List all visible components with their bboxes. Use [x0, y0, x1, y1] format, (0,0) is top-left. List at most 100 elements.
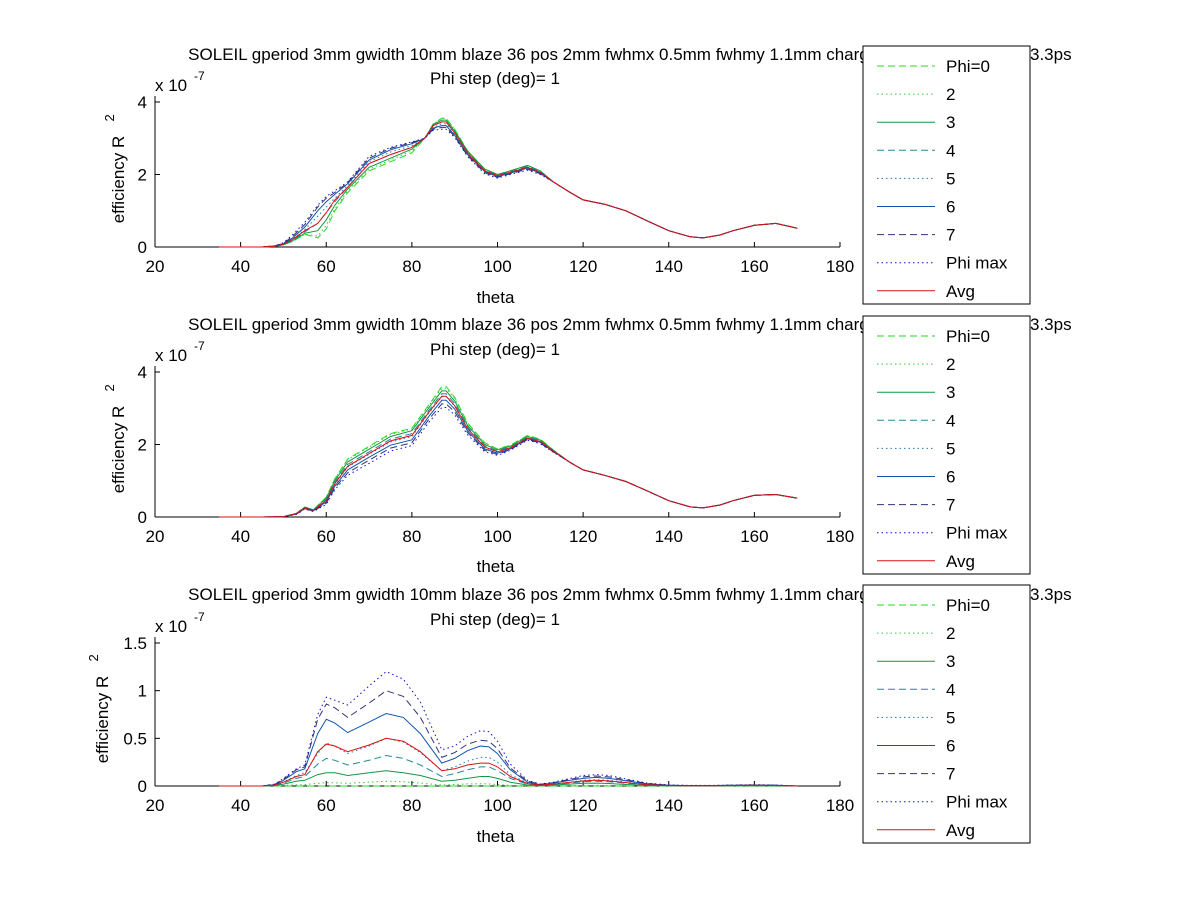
legend-box	[862, 315, 1031, 575]
chart-subtitle: Phi step (deg)= 1	[430, 610, 560, 629]
legend-entry: Phi max	[946, 524, 1008, 543]
series-line-4	[219, 754, 798, 787]
series-line-5	[219, 396, 798, 518]
legend-entry: 4	[946, 141, 955, 160]
y-tick-label: 1	[138, 682, 147, 701]
x-tick-label: 160	[740, 527, 768, 546]
legend-entry: 2	[946, 355, 955, 374]
series-line-phi-max	[219, 407, 798, 518]
x-tick-label: 100	[483, 796, 511, 815]
legend-entry: Phi max	[946, 793, 1008, 812]
x-axis-label: theta	[477, 557, 515, 576]
x-tick-label: 120	[569, 796, 597, 815]
x-axis-label: theta	[477, 288, 515, 307]
x-tick-label: 180	[826, 796, 854, 815]
y-axis-label-sup: 2	[102, 384, 117, 391]
y-axis-label: efficiency R 2	[102, 384, 128, 493]
y-tick-label: 0	[138, 777, 147, 796]
series-line-phi-max	[219, 128, 798, 248]
legend-entry: 3	[946, 113, 955, 132]
legend-entry: Phi max	[946, 254, 1008, 273]
legend-entry: 3	[946, 652, 955, 671]
x-tick-label: 140	[655, 257, 683, 276]
chart-subtitle: Phi step (deg)= 1	[430, 340, 560, 359]
chart-panel-2: SOLEIL gperiod 3mm gwidth 10mm blaze 36 …	[102, 315, 1072, 576]
legend-entry: Phi=0	[946, 596, 990, 615]
y-tick-label: 2	[138, 436, 147, 455]
y-tick-label: 1.5	[123, 634, 147, 653]
series-line-2	[219, 387, 798, 518]
x-tick-label: 20	[146, 257, 165, 276]
y-tick-label: 0	[138, 508, 147, 527]
legend-entry: 4	[946, 680, 955, 699]
x-tick-label: 160	[740, 796, 768, 815]
y-tick-label: 2	[138, 166, 147, 185]
x-axis-label: theta	[477, 827, 515, 846]
chart-title-tail: 3.3ps	[1030, 315, 1072, 334]
x-tick-label: 80	[402, 257, 421, 276]
chart-title: SOLEIL gperiod 3mm gwidth 10mm blaze 36 …	[188, 315, 902, 334]
series-line-avg	[219, 395, 798, 518]
legend-entry: 5	[946, 439, 955, 458]
legend-entry: 3	[946, 383, 955, 402]
chart-panel-3: SOLEIL gperiod 3mm gwidth 10mm blaze 36 …	[86, 584, 1072, 846]
y-tick-label: 0.5	[123, 729, 147, 748]
series-line-phi-0	[219, 386, 798, 518]
y-exponent-label: x 10	[155, 346, 187, 365]
legend-entry: 2	[946, 85, 955, 104]
series-line-3	[219, 390, 798, 518]
x-tick-label: 60	[317, 527, 336, 546]
x-tick-label: 100	[483, 257, 511, 276]
x-tick-label: 40	[231, 527, 250, 546]
legend-entry: Avg	[946, 821, 975, 840]
y-axis-label-text: efficiency R	[109, 406, 128, 494]
series-line-2	[219, 117, 798, 248]
y-axis-label-text: efficiency R	[109, 136, 128, 224]
legend-entry: Phi=0	[946, 327, 990, 346]
legend-entry: 6	[946, 737, 955, 756]
y-exponent-power: -7	[194, 69, 205, 83]
legend-entry: 6	[946, 198, 955, 217]
x-tick-label: 100	[483, 527, 511, 546]
y-axis-label-sup: 2	[102, 114, 117, 121]
x-tick-label: 20	[146, 796, 165, 815]
legend-box	[862, 45, 1031, 305]
x-tick-label: 80	[402, 796, 421, 815]
y-axis-label: efficiency R 2	[86, 654, 112, 763]
series-line-phi-max	[219, 671, 798, 787]
series-line-5	[219, 123, 798, 248]
y-axis-label-text: efficiency R	[93, 676, 112, 764]
x-tick-label: 40	[231, 796, 250, 815]
x-tick-label: 140	[655, 527, 683, 546]
legend-entry: 7	[946, 765, 955, 784]
legend-entry: 7	[946, 496, 955, 515]
x-tick-label: 120	[569, 527, 597, 546]
series-line-6	[219, 399, 798, 518]
y-exponent-label: x 10	[155, 617, 187, 636]
legend-box	[862, 584, 1031, 844]
x-tick-label: 60	[317, 796, 336, 815]
series-line-6	[219, 125, 798, 248]
y-tick-label: 0	[138, 238, 147, 257]
y-exponent-label: x 10	[155, 76, 187, 95]
x-tick-label: 180	[826, 257, 854, 276]
chart-title-tail: 3.3ps	[1030, 585, 1072, 604]
legend-entry: 7	[946, 226, 955, 245]
x-tick-label: 140	[655, 796, 683, 815]
x-tick-label: 60	[317, 257, 336, 276]
x-tick-label: 40	[231, 257, 250, 276]
x-tick-label: 80	[402, 527, 421, 546]
legend-entry: 4	[946, 411, 955, 430]
legend-entry: Avg	[946, 552, 975, 571]
chart-title-tail: 3.3ps	[1030, 45, 1072, 64]
legend-entry: Avg	[946, 282, 975, 301]
series-line-4	[219, 121, 798, 248]
legend-entry: 2	[946, 624, 955, 643]
y-axis-label-sup: 2	[86, 654, 101, 661]
series-line-avg	[219, 737, 798, 787]
legend-entry: 5	[946, 708, 955, 727]
chart-title: SOLEIL gperiod 3mm gwidth 10mm blaze 36 …	[188, 585, 902, 604]
series-line-5	[219, 737, 798, 787]
x-tick-label: 180	[826, 527, 854, 546]
x-tick-label: 20	[146, 527, 165, 546]
